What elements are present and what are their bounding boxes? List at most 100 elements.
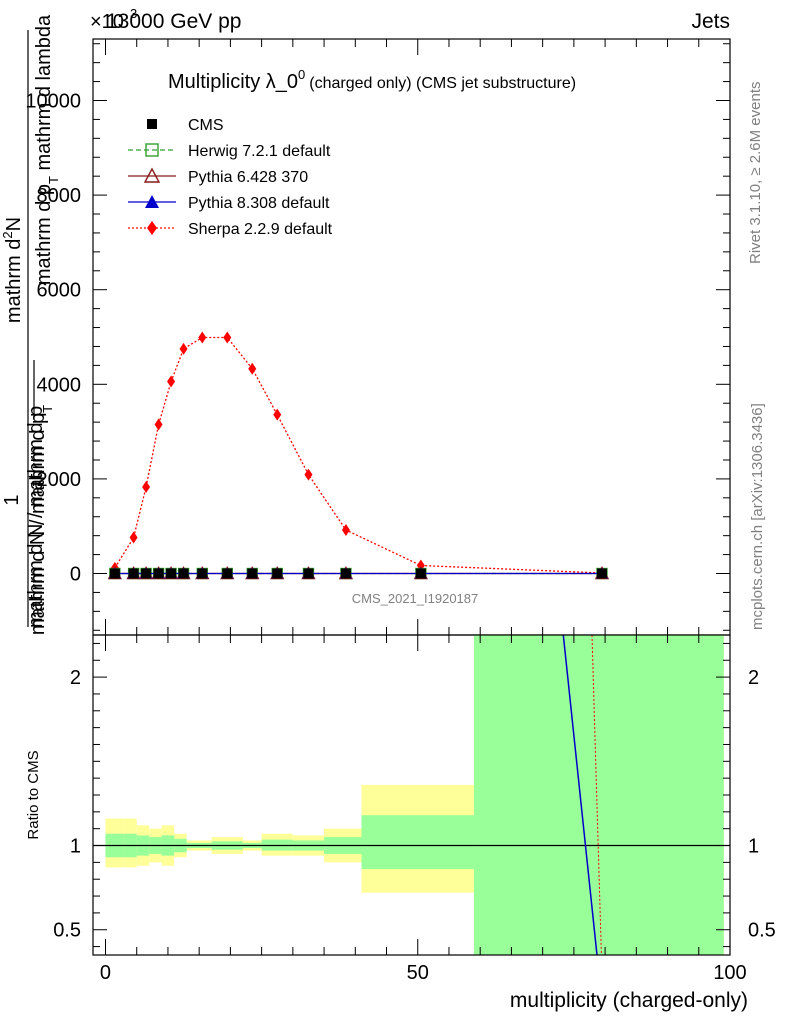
- ratio-ylabel: Ratio to CMS: [25, 750, 42, 839]
- ratio-y-ticks: 0.5 0.5 1 1 2 2: [53, 642, 776, 948]
- data-point-sherpa-2-2-9-default: [223, 331, 232, 344]
- ylabel-numerator-sup: 2: [0, 231, 15, 238]
- rivet-label: Rivet 3.1.10, ≥ 2.6M events: [747, 82, 764, 265]
- data-point-cms: [141, 568, 152, 579]
- legend-marker-sherpa-2-2-9-default: [147, 221, 157, 235]
- exponent-label: ×10: [90, 11, 124, 33]
- series-cms: [109, 568, 607, 579]
- data-point-cms: [153, 568, 164, 579]
- main-y-tick-label: 10000: [25, 90, 81, 112]
- ylabel-bottom-line: mathrm d N / mathrm d p: [25, 406, 47, 628]
- legend-marker-cms: [147, 119, 157, 129]
- data-point-sherpa-2-2-9-default: [154, 418, 163, 431]
- ratio-band-inner: [473, 635, 724, 955]
- data-point-sherpa-2-2-9-default: [179, 342, 188, 355]
- legend-marker-herwig-7-2-1-default: [145, 143, 159, 157]
- legend-item-cms: CMS: [147, 117, 224, 134]
- legend-label-sherpa-2-2-9-default: Sherpa 2.2.9 default: [188, 221, 333, 238]
- legend-label-cms: CMS: [188, 117, 224, 134]
- main-y-tick-label: 2000: [37, 469, 82, 491]
- data-point-cms: [128, 568, 139, 579]
- ratio-y-tick-label: 2: [70, 667, 81, 689]
- legend-marker-pythia-8-308-default: [145, 195, 159, 208]
- legend-item-sherpa-2-2-9-default: Sherpa 2.2.9 default: [128, 221, 333, 238]
- ylabel-denominator-suffix: mathrm d lambda: [33, 14, 55, 176]
- data-point-sherpa-2-2-9-default: [304, 468, 313, 481]
- main-y-tick-label: 0: [70, 564, 81, 586]
- ylabel-prefix: 1: [1, 494, 23, 505]
- legend-label-pythia-8-308-default: Pythia 8.308 default: [188, 195, 330, 212]
- ylabel-prefix-denominator-main: mathrm d N / mathrm d p: [27, 413, 49, 635]
- plot-title-suffix: (charged only) (CMS jet substructure): [309, 75, 576, 92]
- main-series: [107, 331, 610, 580]
- main-y-tick-label: 6000: [37, 280, 82, 302]
- data-point-sherpa-2-2-9-default: [167, 375, 176, 388]
- ratio-bands: [105, 635, 724, 955]
- data-point-cms: [109, 568, 120, 579]
- data-point-cms: [272, 568, 283, 579]
- ratio-line-sherpa-2-2-9-default: [591, 634, 602, 956]
- legend-label-pythia-6-428-370: Pythia 6.428 370: [188, 169, 308, 186]
- ylabel-denominator-sub: T: [46, 176, 61, 184]
- main-x-ticks: [104, 39, 731, 635]
- data-point-sherpa-2-2-9-default: [248, 362, 257, 375]
- ylabel-numerator-top: mathrm d: [3, 239, 25, 323]
- ylabel-denominator: mathrm d pT mathrm d lambda: [33, 14, 61, 285]
- ratio-x-tick-label: 0: [100, 962, 111, 984]
- legend-marker-pythia-6-428-370: [143, 167, 161, 183]
- data-point-sherpa-2-2-9-default: [129, 531, 138, 544]
- ratio-lines: [562, 634, 602, 956]
- data-point-cms: [178, 568, 189, 579]
- legend: CMS Herwig 7.2.1 default Pythia 6.428 370 P…: [128, 117, 333, 238]
- data-point-cms: [303, 568, 314, 579]
- series-sherpa-2-2-9-default: [110, 331, 606, 580]
- legend-item-pythia-6-428-370: Pythia 6.428 370: [128, 167, 308, 186]
- ratio-y-tick-label: 1: [70, 836, 81, 858]
- legend-item-pythia-8-308-default: Pythia 8.308 default: [128, 195, 330, 212]
- ylabel-numerator-bottom: N: [3, 217, 25, 231]
- plot-title-main: Multiplicity λ_0: [168, 71, 298, 93]
- ratio-y-tick-label-right: 1: [748, 836, 759, 858]
- data-point-cms: [222, 568, 233, 579]
- plot-title: Multiplicity λ_00 (charged only) (CMS jet…: [168, 67, 576, 93]
- ylabel-denominator-main: mathrm d p: [33, 184, 55, 285]
- ratio-band-inner: [361, 815, 474, 870]
- data-point-sherpa-2-2-9-default: [273, 408, 282, 421]
- data-point-cms: [596, 568, 607, 579]
- ylabel-prefix-denominator: mathrm d N / mathrm d pT: [27, 405, 55, 635]
- main-plot: 0 2000 4000 6000 8000 10000: [25, 38, 731, 636]
- series-line-sherpa-2-2-9-default: [114, 336, 603, 574]
- legend-item-herwig-7-2-1-default: Herwig 7.2.1 default: [128, 143, 331, 160]
- ratio-y-tick-label-right: 0.5: [748, 920, 776, 942]
- ylabel-prefix-denominator-sub: T: [40, 405, 55, 413]
- main-y-tick-label: 4000: [37, 374, 82, 396]
- ratio-x-tick-label: 100: [713, 962, 746, 984]
- ratio-x-ticks: 0 50 100: [100, 635, 747, 984]
- energy-label: 13000 GeV pp: [106, 10, 241, 33]
- plot-title-superscript: 0: [298, 67, 305, 82]
- main-ylabel: mathrm d2N mathrm d pT mathrm d lambda 1…: [0, 14, 61, 635]
- main-y-ticks: 0 2000 4000 6000 8000 10000: [25, 43, 730, 631]
- data-point-sherpa-2-2-9-default: [341, 523, 350, 536]
- data-point-cms: [247, 568, 258, 579]
- data-point-cms: [340, 568, 351, 579]
- ylabel-numerator: mathrm d2N: [0, 217, 25, 323]
- ratio-x-tick-label: 50: [407, 962, 429, 984]
- ratio-line-pythia-8-308-default: [562, 634, 598, 956]
- data-point-sherpa-2-2-9-default: [142, 480, 151, 493]
- data-point-cms: [197, 568, 208, 579]
- main-y-tick-label: 8000: [37, 185, 82, 207]
- jets-label: Jets: [691, 10, 730, 33]
- exponent-power: 3: [130, 6, 137, 21]
- xlabel: multiplicity (charged-only): [510, 989, 748, 1012]
- data-point-sherpa-2-2-9-default: [198, 331, 207, 344]
- legend-label-herwig-7-2-1-default: Herwig 7.2.1 default: [188, 143, 331, 160]
- data-point-cms: [415, 568, 426, 579]
- mcplots-label: mcplots.cern.ch [arXiv:1306.3436]: [749, 403, 766, 630]
- data-point-cms: [166, 568, 177, 579]
- analysis-watermark: CMS_2021_I1920187: [352, 591, 479, 606]
- ratio-plot: 0.5 0.5 1 1 2 2 0 50 100: [53, 634, 776, 984]
- ratio-y-tick-label-right: 2: [748, 667, 759, 689]
- ratio-y-tick-label: 0.5: [53, 920, 81, 942]
